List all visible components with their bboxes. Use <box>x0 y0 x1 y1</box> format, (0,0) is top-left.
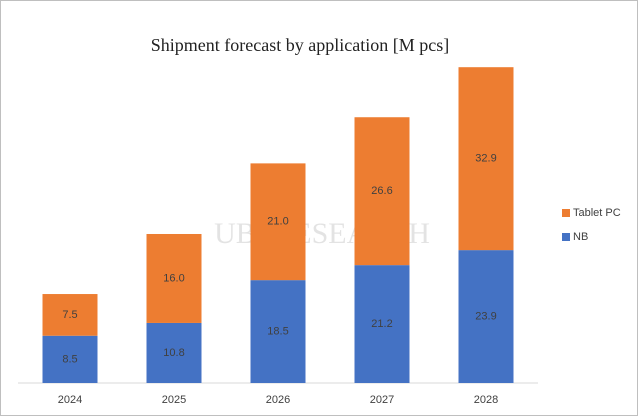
bar-segment <box>354 265 410 383</box>
bar-segment <box>250 280 306 383</box>
value-label: 18.5 <box>267 325 288 337</box>
value-label: 7.5 <box>62 309 77 321</box>
value-label: 16.0 <box>163 272 184 284</box>
bar-segment <box>458 67 514 251</box>
chart-title: Shipment forecast by application [M pcs] <box>151 35 449 55</box>
value-label: 8.5 <box>62 353 77 365</box>
legend-label: NB <box>573 231 588 243</box>
value-label: 26.6 <box>371 185 392 197</box>
value-label: 21.0 <box>267 216 288 228</box>
x-tick-label: 2026 <box>266 394 290 406</box>
value-label: 10.8 <box>163 347 184 359</box>
bar-segment <box>146 322 202 383</box>
bar-segment <box>458 250 514 383</box>
legend-swatch <box>562 209 570 217</box>
bar-segment <box>250 163 306 281</box>
x-tick-label: 2027 <box>370 394 394 406</box>
bar-segment <box>354 117 410 266</box>
legend-swatch <box>562 233 570 241</box>
x-tick-label: 2028 <box>474 394 498 406</box>
bar-segment <box>42 294 98 336</box>
value-label: 21.2 <box>371 318 392 330</box>
legend-label: Tablet PC <box>573 207 621 219</box>
value-label: 23.9 <box>475 310 496 322</box>
x-tick-label: 2025 <box>162 394 186 406</box>
bar-segment <box>42 335 98 383</box>
x-tick-label: 2024 <box>58 394 82 406</box>
value-label: 32.9 <box>475 153 496 165</box>
bar-segment <box>146 233 202 323</box>
